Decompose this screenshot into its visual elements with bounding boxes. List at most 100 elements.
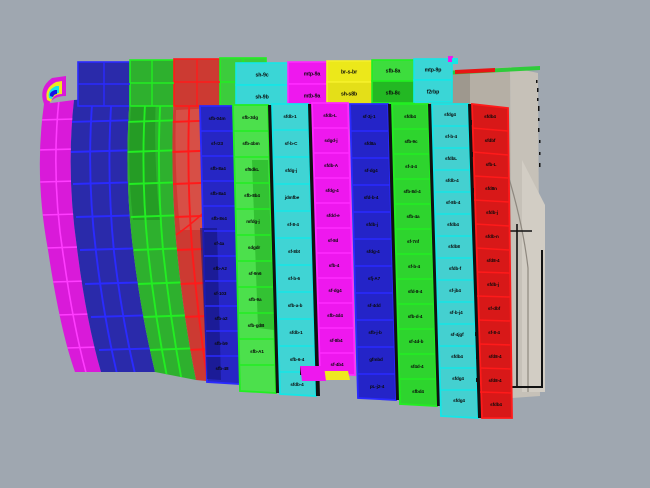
plate-label: sfdg4 (444, 112, 456, 117)
plate-label: sfd8a (364, 141, 376, 146)
plate-label: sfdb4 (484, 114, 496, 119)
top-cell-col0: sh-9c sh-9b (235, 62, 289, 108)
plate-label: sf-b-4 (445, 134, 457, 139)
plate-label: sfb-gdB (248, 323, 265, 328)
top-cell-label: sfb-8c (386, 90, 401, 96)
plate-label: sf-8-4 (287, 222, 299, 227)
col0-shade (200, 228, 221, 380)
plate-label: sf-dg4 (364, 168, 378, 173)
top-cell-label: br-s-br (341, 69, 357, 75)
top-cell-col4: mtp-9p f2rbp (413, 58, 453, 103)
plate-label: sf-4b4 (331, 362, 344, 367)
plate-label: jdmfbe (284, 195, 300, 200)
plate-label: sfd-8-4 (408, 289, 423, 294)
plate-label: sdgdr (248, 245, 261, 250)
plate-label: sf5dkL (245, 167, 260, 172)
plate-label: sf-4dd (367, 303, 380, 308)
plate-label: sfdb4 (447, 222, 459, 227)
plate-label: sfb-9c (405, 139, 418, 144)
plate-column-magenta-1[interactable]: sfdb-L sdgd-j sfdb-A sfdg-4 sfdd-e sf-8d… (300, 102, 356, 381)
plate-label: sfdb-j (366, 222, 378, 227)
gap-strip-5 (468, 104, 482, 418)
plate-label: sf-b-6 (288, 276, 300, 281)
plate-label: sf-8b-4 (446, 200, 461, 205)
plate-label: sf-8b4 (330, 338, 343, 343)
plate-label: sfb-8a4 (210, 166, 226, 171)
top-band-labeled-columns: sh-9c sh-9b mtp-9a mtb-9a br-s-br sh-s8b (235, 56, 458, 108)
plate-label: sdgd-j (324, 138, 337, 143)
plate-label: sf-4jgf (450, 332, 464, 337)
plate-label: sfj-A7 (368, 276, 381, 281)
plate-label: sfdg4 (453, 398, 465, 403)
panel-top-trim-red (455, 68, 495, 74)
plate-label: sfdb-L (323, 113, 337, 118)
top-cell-col3: sfb-8a sfb-8c (371, 59, 415, 104)
plate-label: sfdb4 (451, 354, 463, 359)
plate-label: sfd8-4 (487, 258, 500, 263)
gap-strip-2 (308, 104, 320, 396)
plate-column-cyan-1[interactable]: sfdb-1 sf-b-C sfdg-j jdmfbe sf-8-4 sf-8b… (271, 103, 317, 397)
plate-column-blue-1[interactable]: sfb-04m sf-r23 sfb-8a4 sfb-8a4 sfb-8s4 s… (199, 105, 241, 385)
plate-label: sf-4a (214, 241, 225, 246)
plate-label: sfb-L (486, 162, 497, 167)
plate-label: sfdb-n (485, 234, 499, 239)
plate-label: sfb-8b4 (244, 193, 260, 198)
plate-label: sfdb8 (448, 244, 460, 249)
top-cell-label: f2rbp (427, 89, 439, 95)
plate-label: sfbd4 (412, 389, 424, 394)
plate-label: sfd8-4 (489, 378, 502, 383)
plate-label: sfdg-4 (325, 188, 339, 193)
column-edge-stipple (470, 120, 478, 382)
plate-label: sf-7nf (407, 239, 419, 244)
plate-label: sfb-4bm (242, 141, 259, 146)
plate-label: sf-b-C (285, 141, 298, 146)
plate-label: sfb-8d-4 (403, 189, 421, 194)
top-cell-label: mtp-9p (425, 67, 442, 73)
top-cell-label: sh-9b (255, 94, 268, 100)
top-cell-label: mtp-9a (304, 71, 321, 77)
plate-label: sf-8-4 (488, 330, 500, 335)
plate-label: sfb-4d4 (327, 313, 343, 318)
plate-column-red[interactable]: sfdb4 sfdbf sfb-L sfd8n sfdb-j sfdb-n sf… (471, 102, 513, 419)
top-cell-label: sh-s8b (341, 91, 357, 97)
plate-label: sf-dg4 (328, 288, 342, 293)
top-cell-label: sh-9c (255, 72, 268, 78)
plate-label: sfb-d-4 (408, 314, 423, 319)
plate-label: sf-3j-1 (363, 114, 376, 119)
plate-label: sfb-04m (209, 116, 226, 121)
plate-label: gfmbd (369, 357, 383, 362)
plate-label: sf4d-4 (411, 364, 424, 369)
plate-label: sfb-6-4 (290, 357, 305, 362)
plate-label: sfdb-j (486, 210, 498, 215)
plate-label: sf-dbf (488, 306, 501, 311)
magenta-col-tail (300, 366, 326, 381)
plate-column-cyan-2[interactable]: sfdg4 sf-b-4 sfdbL sfdb-4 sf-8b-4 sfdb4 … (431, 103, 479, 419)
plate-column-blue-2[interactable]: sf-3j-1 sfd8a sf-dg4 sfd-b-4 sfdb-j sfdg… (349, 103, 397, 401)
plate-label: pL-j2-4 (370, 384, 385, 389)
plate-label: sf-jb4 (449, 288, 461, 293)
mesh-shade-green-dark (129, 94, 160, 220)
plate-label: sfdg-j (285, 168, 297, 173)
magenta-col-yellow-nub (322, 371, 350, 380)
top-accent-cyan (452, 58, 458, 64)
top-cell-label: mtb-9a (304, 93, 321, 99)
plate-label: sfdb4 (490, 402, 502, 407)
plate-label: sfb-48 (216, 366, 229, 371)
plate-label: sfdb-4 (445, 178, 459, 183)
plate-label: sf-9n6 (249, 271, 262, 276)
plate-column-green-2[interactable]: sfdb4 sfb-9c sf-4-4 sfb-8d-4 sfb-4a sf-7… (391, 103, 438, 407)
plate-label: sfb-9a (249, 297, 262, 302)
plate-label: sfd-b-4 (364, 195, 379, 200)
plate-column-green-1[interactable]: sfb-3dg sfb-4bm sf5dkL sfb-8b4 mfdg-j sd… (232, 104, 277, 394)
plate-label: sfb-j-b (368, 330, 382, 335)
plate-label: sfb-A1 (250, 349, 264, 354)
plate-label: sfb-a-b (288, 303, 303, 308)
plate-label: sfdb4 (404, 114, 416, 119)
plate-label: sfb-A2 (213, 266, 227, 271)
plate-label: sf-b-4 (408, 264, 420, 269)
plate-label: sfdg4 (452, 376, 464, 381)
plate-label: sfb-a2 (215, 316, 228, 321)
